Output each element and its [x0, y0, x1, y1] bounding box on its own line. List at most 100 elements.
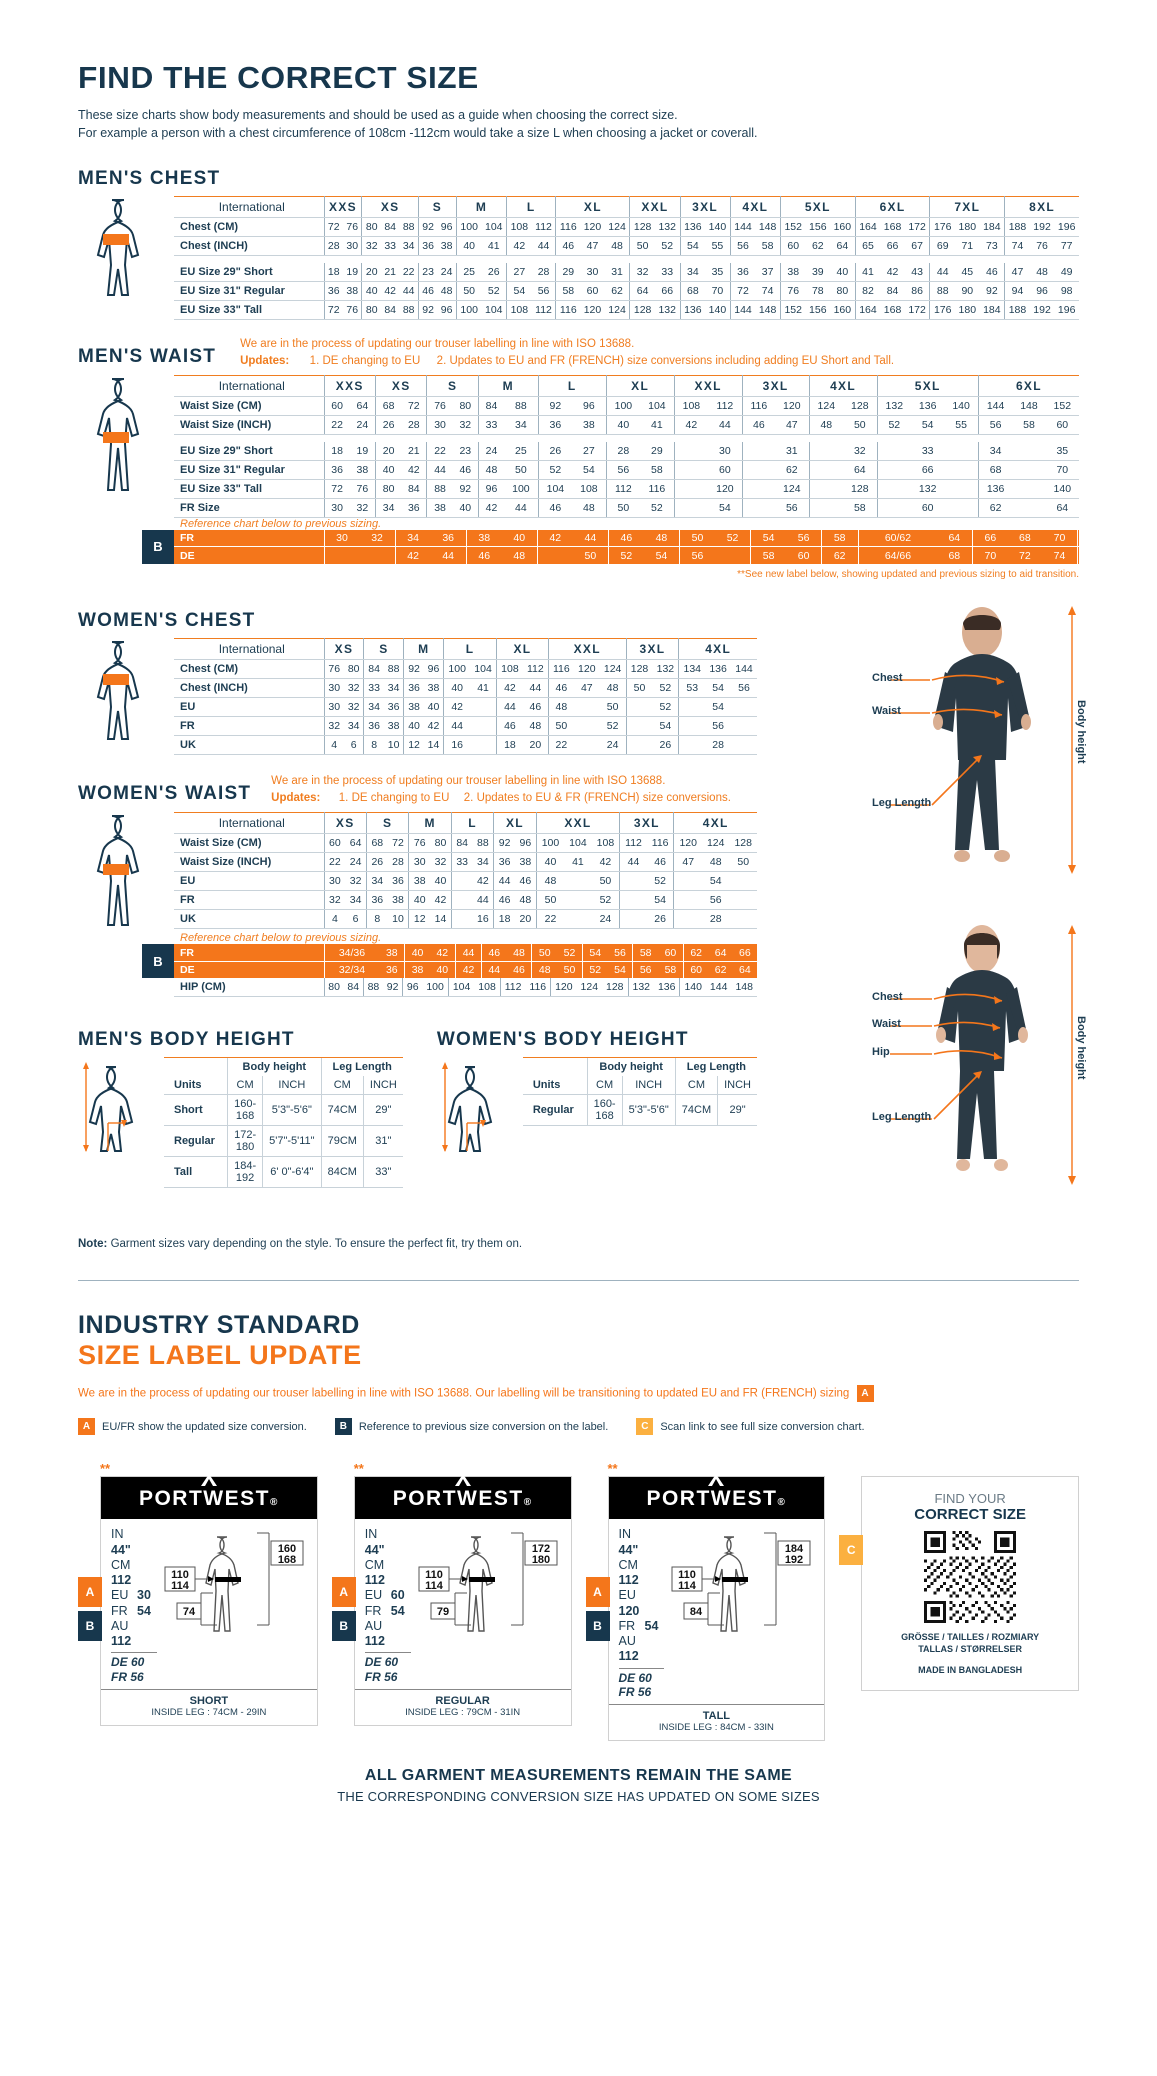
cell: 52 [640, 498, 675, 518]
table-row: EU 30 32 34 36 38 40 42 44 46 48 50 52 54 [174, 871, 757, 892]
cell: 47 [775, 415, 810, 436]
cell: 116 [525, 978, 551, 998]
cell: 96 [477, 479, 505, 499]
mens-waist-updates-label: Updates: [240, 355, 290, 367]
womens-hip-table: HIP (CM) 80 84 88 92 96 100 104 108 112 116 120 124 1… [174, 978, 757, 998]
size-header-6xl: 6XL [977, 375, 1079, 398]
qr-code-image[interactable] [872, 1531, 1068, 1624]
row-2-label: EU [174, 697, 324, 717]
cell [678, 716, 706, 736]
cell: 44 [472, 890, 494, 911]
cell: 58 [750, 546, 787, 564]
size-header-s: S [426, 375, 479, 398]
cell: 148 [1012, 396, 1046, 417]
cell: 96 [437, 300, 457, 320]
cell: 62 [805, 236, 831, 257]
cell: 44 [504, 498, 539, 518]
cell: 42 [423, 716, 444, 736]
bh-unit-header: INCH [621, 1076, 676, 1096]
row-1-label: Chest (INCH) [174, 678, 324, 698]
cell: 24 [591, 909, 620, 930]
column-header-international: International [174, 638, 324, 660]
cell: 42 [380, 281, 400, 301]
cell: 124 [808, 396, 844, 417]
cell: 42 [536, 529, 573, 547]
cell: 28 [387, 852, 409, 873]
cell: 108 [506, 300, 532, 320]
cell [673, 479, 709, 499]
mens-waist-section: MEN'S WAIST We are in the process of upd… [0, 320, 1157, 580]
cell: 58 [632, 944, 659, 962]
table-row: Chest (INCH) 30 32 33 34 36 38 40 41 42 44 46 47 48 50… [174, 678, 757, 698]
cell: 80 [323, 978, 344, 998]
industry-intro: We are in the process of updating our tr… [78, 1385, 1079, 1403]
cell: 30 [580, 262, 605, 282]
cell: 144 [729, 217, 756, 238]
cell: 92 [417, 217, 438, 238]
qr-title-top: FIND YOUR [934, 1491, 1006, 1507]
cell: 46 [465, 546, 502, 564]
cell: 28 [531, 262, 556, 282]
cell: 66 [880, 236, 905, 257]
mens-waist-notice: We are in the process of updating our tr… [240, 336, 894, 371]
bh-row-label: Regular [164, 1125, 228, 1158]
code-value: 44" [618, 1542, 639, 1557]
cell [619, 909, 647, 930]
portwest-label-card: PORTWEST® IN44" CM112 EU 60 FR 54 AU112 DE 60 FR… [353, 1474, 572, 1726]
cell: 140 [705, 217, 731, 238]
cell: 40 [408, 890, 431, 911]
cell: 46 [646, 852, 674, 873]
cell: 34 [394, 529, 431, 547]
size-chart-page: FIND THE CORRECT SIZE These size charts … [0, 60, 1157, 1804]
cell: 48 [547, 697, 574, 717]
table-row: EU Size 33" Tall 72 76 80 84 88 92 96 100 104 108 1… [174, 479, 1079, 499]
cell: 73 [979, 236, 1005, 257]
svg-text:84: 84 [690, 1606, 703, 1618]
cell: 56 [605, 460, 641, 480]
cell: 26 [537, 441, 573, 461]
code-key: FR [111, 1603, 128, 1618]
page-title: FIND THE CORRECT SIZE [78, 60, 479, 95]
cell: 54 [750, 529, 787, 547]
size-header-3xl: 3XL [741, 375, 810, 398]
cell [625, 697, 653, 717]
industry-key-row: A EU/FR show the updated size conversion… [78, 1418, 1079, 1436]
cell: 64 [345, 833, 367, 854]
cell: 90 [955, 281, 980, 301]
cell: 132 [652, 659, 679, 679]
cell [857, 546, 859, 564]
cell: 41 [564, 852, 592, 873]
cell: 56 [607, 944, 633, 962]
table-row: FR Size 30 32 34 36 38 40 42 44 46 48 50 52 54 56 58 60 6… [174, 498, 1079, 518]
cell: 8 [365, 909, 388, 930]
table-row: EU Size 29" Short 18 19 20 21 22 23 24 25 26 27 28 2… [174, 262, 1079, 282]
cell: 42 [472, 871, 494, 892]
cell: 136 [679, 217, 706, 238]
cell: 136 [654, 978, 680, 998]
cell: 40 [452, 498, 479, 518]
label-chip-b: B [78, 1611, 102, 1642]
table-header-row: International XXS XS S M L XL XXL 3XL 4XL 5XL 6XL [174, 375, 1079, 398]
industry-title: INDUSTRY STANDARD [78, 1311, 360, 1340]
size-header-s: S [363, 638, 404, 660]
cell: 35 [705, 262, 731, 282]
qr-card[interactable]: FIND YOUR CORRECT SIZE [861, 1476, 1079, 1691]
cell: 42 [401, 460, 427, 480]
cell: 23 [452, 441, 479, 461]
cell: 66 [911, 460, 945, 480]
cell: 47 [1004, 262, 1030, 282]
male-torso-figure [78, 196, 174, 300]
cell: 116 [555, 217, 581, 238]
cell: 30 [323, 498, 350, 518]
cell: 18 [323, 441, 350, 461]
cell: 79CM [320, 1125, 364, 1158]
cell: 124 [701, 833, 730, 854]
cell: 36 [323, 281, 343, 301]
cell: 33 [654, 262, 681, 282]
cell: 38 [349, 460, 376, 480]
cell: 96 [572, 396, 607, 417]
eu-row-2-label: EU Size 33" Tall [174, 479, 324, 499]
cell: 22 [547, 735, 574, 755]
cell: 50 [843, 415, 878, 436]
size-header-s: S [417, 196, 457, 219]
